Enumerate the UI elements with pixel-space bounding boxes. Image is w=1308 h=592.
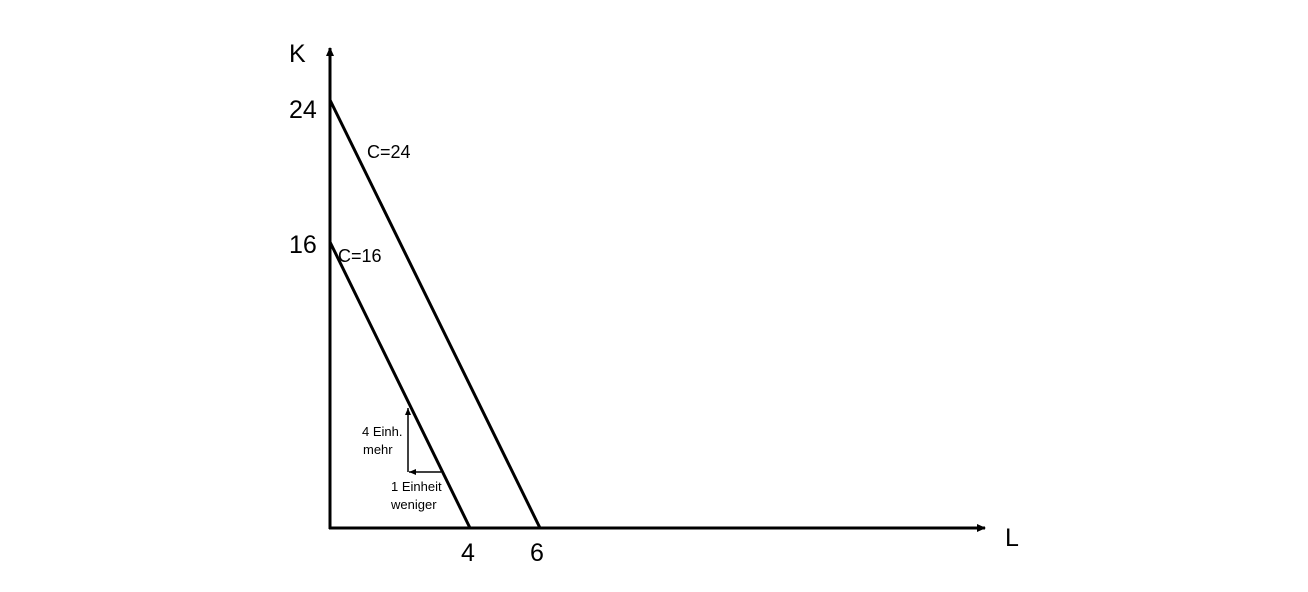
isocost-line-c24 xyxy=(328,99,542,529)
x-tick-4: 4 xyxy=(461,539,475,567)
y-tick-16: 16 xyxy=(289,231,317,259)
x-tick-6: 6 xyxy=(530,539,544,567)
c24-label: C=24 xyxy=(367,142,411,162)
c16-label: C=16 xyxy=(338,246,382,266)
up-annotation-line1: 4 Einh. xyxy=(362,424,402,439)
y-tick-24: 24 xyxy=(289,96,317,124)
y-axis-label: K xyxy=(289,40,306,68)
x-axis-label: L xyxy=(1005,524,1019,552)
isocost-line-c16 xyxy=(328,241,472,529)
left-annotation-line2: weniger xyxy=(390,497,437,512)
up-annotation-line2: mehr xyxy=(363,442,393,457)
left-annotation-line1: 1 Einheit xyxy=(391,479,442,494)
